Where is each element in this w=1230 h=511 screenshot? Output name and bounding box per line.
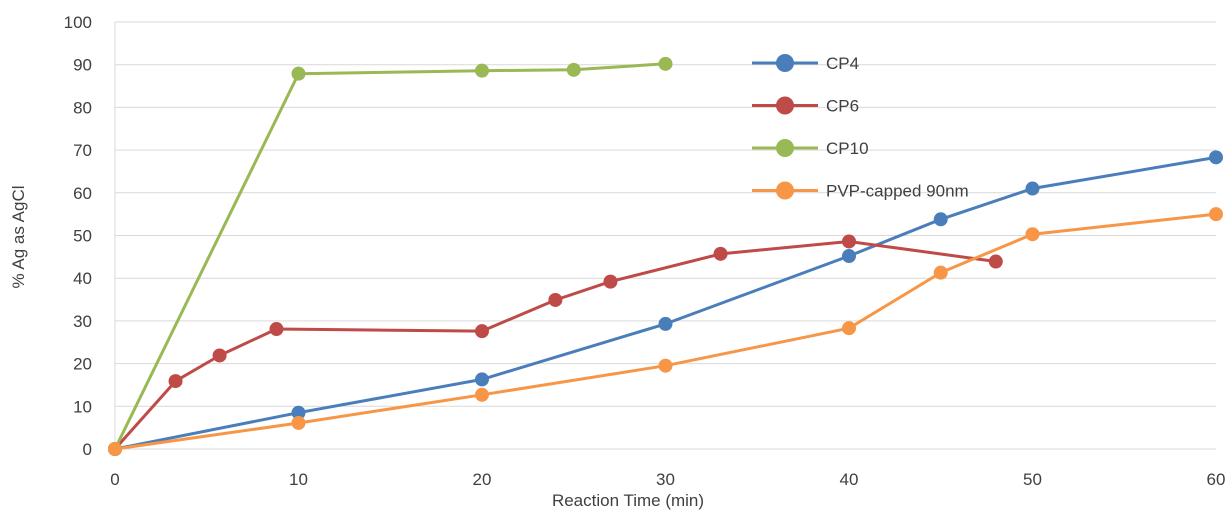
data-point bbox=[713, 246, 728, 261]
x-axis-title: Reaction Time (min) bbox=[552, 491, 704, 510]
data-point bbox=[475, 387, 489, 402]
y-tick-label: 50 bbox=[73, 227, 92, 246]
series-pvp-capped-90nm bbox=[108, 207, 1223, 456]
x-tick-label: 20 bbox=[473, 470, 492, 489]
data-point bbox=[475, 372, 489, 387]
x-tick-labels: 0 10 20 30 40 50 60 bbox=[110, 470, 1225, 489]
data-point bbox=[269, 322, 284, 337]
legend-item: CP4 bbox=[752, 54, 859, 73]
data-point bbox=[548, 292, 563, 307]
legend-item: CP6 bbox=[752, 96, 859, 116]
data-point bbox=[1209, 150, 1223, 165]
x-tick-label: 60 bbox=[1207, 470, 1226, 489]
y-tick-label: 0 bbox=[83, 440, 92, 459]
x-tick-label: 50 bbox=[1023, 470, 1042, 489]
gridlines bbox=[115, 21, 1216, 407]
y-tick-label: 100 bbox=[64, 13, 92, 32]
data-point bbox=[212, 348, 227, 363]
y-tick-label: 40 bbox=[73, 269, 92, 288]
data-point bbox=[933, 212, 948, 227]
x-tick-label: 30 bbox=[656, 470, 675, 489]
data-point bbox=[108, 442, 122, 456]
legend-swatch-marker bbox=[776, 139, 794, 157]
legend-label: PVP-capped 90nm bbox=[826, 182, 969, 201]
data-point bbox=[475, 324, 489, 339]
y-tick-label: 90 bbox=[73, 56, 92, 75]
legend-swatch-marker bbox=[776, 96, 794, 115]
legend-swatch-marker bbox=[776, 181, 794, 200]
series-line bbox=[113, 240, 997, 450]
data-point bbox=[842, 248, 856, 263]
legend: CP4 CP6 CP10 PVP-capped 90nm bbox=[752, 54, 969, 201]
data-point bbox=[475, 63, 489, 78]
data-point bbox=[291, 66, 306, 81]
data-point bbox=[1025, 227, 1040, 242]
data-point bbox=[842, 234, 856, 249]
data-series bbox=[108, 56, 1223, 456]
data-point bbox=[291, 415, 306, 430]
x-tick-label: 0 bbox=[110, 470, 119, 489]
y-tick-labels: 0 10 20 30 40 50 60 70 80 90 100 bbox=[64, 13, 92, 459]
y-axis-title: % Ag as AgCl bbox=[9, 185, 28, 288]
x-tick-label: 40 bbox=[840, 470, 859, 489]
data-point bbox=[658, 316, 673, 331]
x-tick-label: 10 bbox=[289, 470, 308, 489]
legend-label: CP6 bbox=[826, 97, 859, 116]
series-cp6 bbox=[108, 234, 1003, 456]
legend-label: CP10 bbox=[826, 139, 869, 158]
series-cp4 bbox=[108, 150, 1223, 456]
data-point bbox=[988, 254, 1003, 269]
y-tick-label: 20 bbox=[73, 355, 92, 374]
legend-swatch-marker bbox=[776, 54, 794, 72]
data-point bbox=[842, 321, 856, 336]
y-tick-label: 30 bbox=[73, 312, 92, 331]
data-point bbox=[1209, 207, 1223, 222]
legend-label: CP4 bbox=[826, 54, 859, 73]
y-tick-label: 60 bbox=[73, 184, 92, 203]
series-line bbox=[114, 155, 1217, 451]
legend-item: PVP-capped 90nm bbox=[752, 181, 969, 201]
y-tick-label: 10 bbox=[73, 397, 92, 416]
data-point bbox=[168, 374, 183, 389]
series-line bbox=[113, 62, 666, 450]
data-point bbox=[566, 62, 581, 77]
series-line bbox=[114, 212, 1217, 451]
axes bbox=[114, 22, 1216, 450]
data-point bbox=[658, 56, 673, 71]
y-tick-label: 70 bbox=[73, 141, 92, 160]
data-point bbox=[933, 265, 948, 280]
data-point bbox=[658, 358, 673, 373]
data-point bbox=[603, 274, 618, 289]
legend-item: CP10 bbox=[752, 139, 869, 158]
data-point bbox=[1025, 181, 1040, 196]
y-tick-label: 80 bbox=[73, 98, 92, 117]
